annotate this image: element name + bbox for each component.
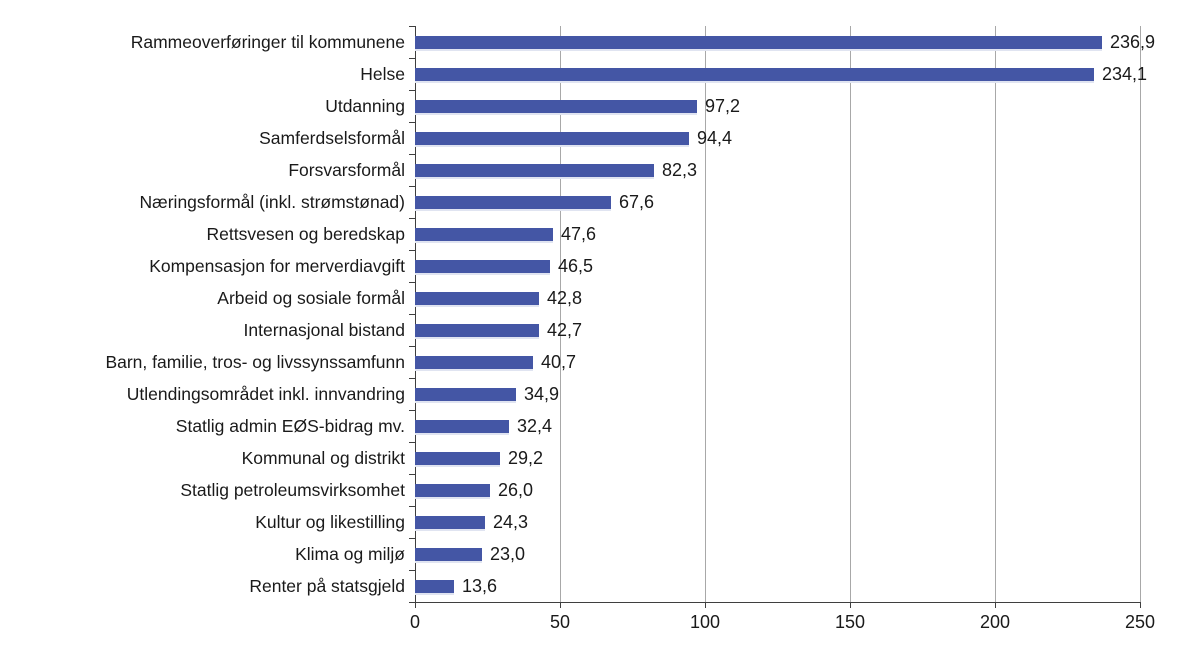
- bar-value-label: 34,9: [524, 384, 560, 404]
- gridline-200: [995, 26, 996, 602]
- category-label: Klima og miljø: [295, 544, 405, 564]
- category-label: Statlig admin EØS-bidrag mv.: [175, 416, 405, 436]
- y-axis-tick: [409, 90, 415, 91]
- category-label: Samferdselsformål: [259, 128, 405, 148]
- bar-value-label: 236,9: [1110, 32, 1156, 52]
- bar: [415, 68, 1094, 81]
- gridline-100: [705, 26, 706, 602]
- bar-value-label: 234,1: [1102, 64, 1148, 84]
- x-tick-label: 0: [409, 612, 420, 632]
- bar: [415, 516, 485, 529]
- y-axis-tick: [409, 346, 415, 347]
- bar: [415, 324, 539, 337]
- bar: [415, 484, 490, 497]
- category-label: Utdanning: [325, 96, 405, 116]
- y-axis-tick: [409, 58, 415, 59]
- x-axis-tick: [995, 602, 996, 608]
- x-tick-label: 50: [549, 612, 571, 632]
- bar: [415, 356, 533, 369]
- y-axis-tick: [409, 378, 415, 379]
- category-label: Kultur og likestilling: [255, 512, 405, 532]
- bar-value-label: 40,7: [541, 352, 577, 372]
- bar-value-label: 23,0: [490, 544, 526, 564]
- x-axis-tick: [705, 602, 706, 608]
- category-label: Barn, familie, tros- og livssynssamfunn: [105, 352, 405, 372]
- category-label: Næringsformål (inkl. strømstønad): [139, 192, 405, 212]
- bar-value-label: 46,5: [558, 256, 594, 276]
- bar: [415, 292, 539, 305]
- y-axis-tick: [409, 506, 415, 507]
- plot-area: 236,9 234,1 97,2 94,4 82,3 67,6 47,6 46,5 42,8 42…: [415, 26, 1155, 602]
- bar-value-label: 42,7: [547, 320, 583, 340]
- bar-value-label: 47,6: [561, 224, 597, 244]
- category-label: Statlig petroleumsvirksomhet: [180, 480, 405, 500]
- category-label: Internasjonal bistand: [243, 320, 406, 340]
- x-tick-label: 200: [979, 612, 1011, 632]
- category-label: Renter på statsgjeld: [249, 576, 405, 596]
- y-axis-tick: [409, 410, 415, 411]
- y-axis-tick: [409, 570, 415, 571]
- y-axis-line: [415, 26, 416, 603]
- category-label: Rammeoverføringer til kommunene: [130, 32, 405, 52]
- y-axis-tick: [409, 26, 415, 27]
- gridline-50: [560, 26, 561, 602]
- x-axis-tick: [850, 602, 851, 608]
- x-axis-tick: [560, 602, 561, 608]
- y-axis-tick: [409, 282, 415, 283]
- gridline-250: [1140, 26, 1141, 602]
- bar: [415, 132, 689, 145]
- bar: [415, 580, 454, 593]
- x-tick-label: 100: [689, 612, 721, 632]
- bar: [415, 420, 509, 433]
- bar: [415, 196, 611, 209]
- bar-value-label: 67,6: [619, 192, 655, 212]
- bar: [415, 100, 697, 113]
- gridline-150: [850, 26, 851, 602]
- x-axis-tick: [1140, 602, 1141, 608]
- y-axis-tick: [409, 474, 415, 475]
- y-axis-tick: [409, 154, 415, 155]
- x-axis-line: [415, 602, 1141, 603]
- bar-value-label: 24,3: [493, 512, 529, 532]
- bar-value-label: 26,0: [498, 480, 534, 500]
- y-axis-tick: [409, 314, 415, 315]
- category-label: Helse: [360, 64, 405, 84]
- bar: [415, 260, 550, 273]
- category-label: Utlendingsområdet inkl. innvandring: [126, 384, 405, 404]
- bar: [415, 164, 654, 177]
- category-label: Kompensasjon for merverdiavgift: [149, 256, 405, 276]
- x-axis-tick: [415, 602, 416, 608]
- y-axis-tick: [409, 186, 415, 187]
- category-label: Forsvarsformål: [288, 160, 405, 180]
- category-label: Kommunal og distrikt: [241, 448, 405, 468]
- bar: [415, 36, 1102, 49]
- y-axis-tick: [409, 442, 415, 443]
- bar-value-label: 13,6: [462, 576, 498, 596]
- bar-value-label: 82,3: [662, 160, 698, 180]
- bar-value-label: 94,4: [697, 128, 733, 148]
- x-tick-label: 250: [1124, 612, 1156, 632]
- category-label: Arbeid og sosiale formål: [217, 288, 405, 308]
- bar-value-label: 32,4: [517, 416, 553, 436]
- x-tick-label: 150: [834, 612, 866, 632]
- y-axis-tick: [409, 538, 415, 539]
- bar-value-label: 29,2: [508, 448, 544, 468]
- bar-value-label: 42,8: [547, 288, 583, 308]
- y-axis-tick: [409, 122, 415, 123]
- bar-value-label: 97,2: [705, 96, 741, 116]
- y-axis-tick: [409, 250, 415, 251]
- bar: [415, 452, 500, 465]
- y-axis-tick: [409, 602, 415, 603]
- bar: [415, 548, 482, 561]
- y-axis-tick: [409, 218, 415, 219]
- category-label: Rettsvesen og beredskap: [206, 224, 405, 244]
- bar: [415, 388, 516, 401]
- bar: [415, 228, 553, 241]
